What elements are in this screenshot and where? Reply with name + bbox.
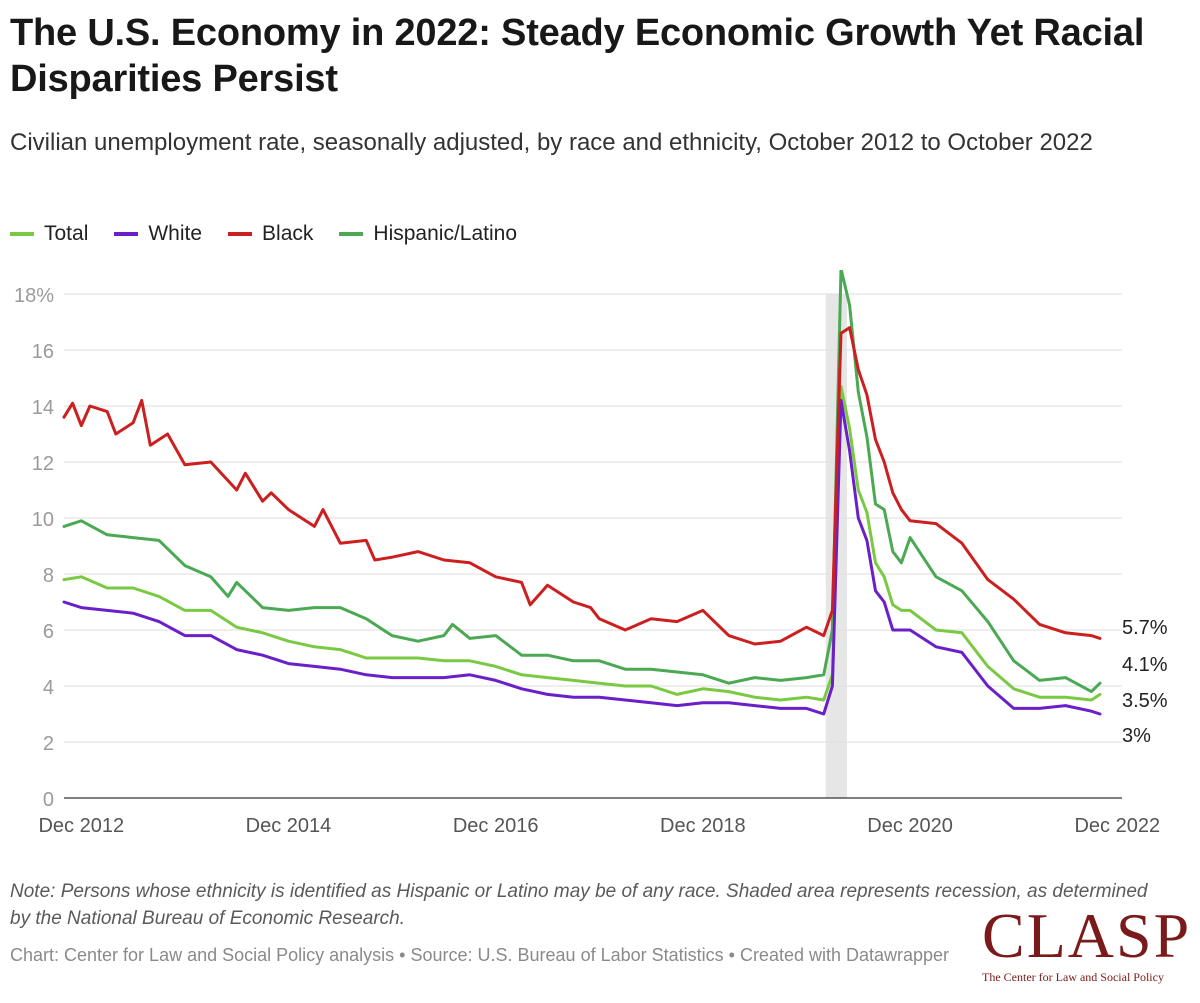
x-tick-label: Dec 2014: [246, 815, 332, 837]
legend-label-black: Black: [262, 222, 314, 245]
legend: Total White Black Hispanic/Latino: [10, 222, 543, 246]
series-line-total: [62, 384, 1102, 702]
legend-swatch-hispanic-latino: [339, 232, 364, 236]
y-tick-label: 4: [43, 677, 54, 699]
end-value-label: 3.5%: [1122, 690, 1168, 712]
y-tick-label: 6: [43, 621, 54, 643]
x-tick-label: Dec 2018: [660, 815, 746, 837]
logo-wordmark: CLASP: [982, 900, 1192, 971]
legend-label-white: White: [148, 222, 203, 245]
chart-note: Note: Persons whose ethnicity is identif…: [10, 881, 1148, 929]
chart-credits: Chart: Center for Law and Social Policy …: [10, 945, 950, 965]
chart-title: The U.S. Economy in 2022: Steady Economi…: [10, 12, 1145, 100]
y-tick-label: 16: [32, 341, 54, 363]
legend-swatch-black: [228, 232, 253, 236]
end-value-label: 5.7%: [1122, 617, 1168, 639]
end-value-label: 3%: [1122, 725, 1151, 747]
x-tick-label: Dec 2012: [38, 815, 124, 837]
y-tick-label: 2: [43, 733, 54, 755]
series-line-black: [62, 326, 1102, 646]
line-chart: 0 2 4 6 8 10 12 14 16 18% Dec 2012 Dec 2014 Dec 2016…: [14, 270, 1168, 837]
legend-item-hispanic-latino: Hispanic/Latino: [339, 222, 517, 246]
y-tick-label: 0: [43, 789, 54, 811]
y-tick-label: 18%: [14, 285, 54, 307]
y-tick-label: 14: [32, 397, 54, 419]
y-tick-label: 10: [32, 509, 54, 531]
chart-subtitle: Civilian unemployment rate, seasonally a…: [10, 129, 1093, 156]
legend-swatch-total: [10, 232, 34, 236]
y-tick-label: 8: [43, 565, 54, 587]
series-line-white: [62, 398, 1102, 716]
logo-subtitle: The Center for Law and Social Policy: [982, 970, 1164, 984]
legend-label-hispanic-latino: Hispanic/Latino: [373, 222, 517, 245]
legend-swatch-white: [114, 232, 139, 236]
legend-label-total: Total: [44, 222, 89, 245]
y-tick-label: 12: [32, 453, 54, 475]
series-line-hispanic-latino: [62, 270, 1102, 694]
x-tick-label: Dec 2016: [453, 815, 539, 837]
legend-item-white: White: [114, 222, 202, 246]
legend-item-total: Total: [10, 222, 88, 246]
end-value-label: 4.1%: [1122, 654, 1168, 676]
x-tick-label: Dec 2020: [867, 815, 953, 837]
clasp-logo: CLASP The Center for Law and Social Poli…: [982, 900, 1192, 985]
x-tick-label: Dec 2022: [1074, 815, 1160, 837]
legend-item-black: Black: [228, 222, 313, 246]
